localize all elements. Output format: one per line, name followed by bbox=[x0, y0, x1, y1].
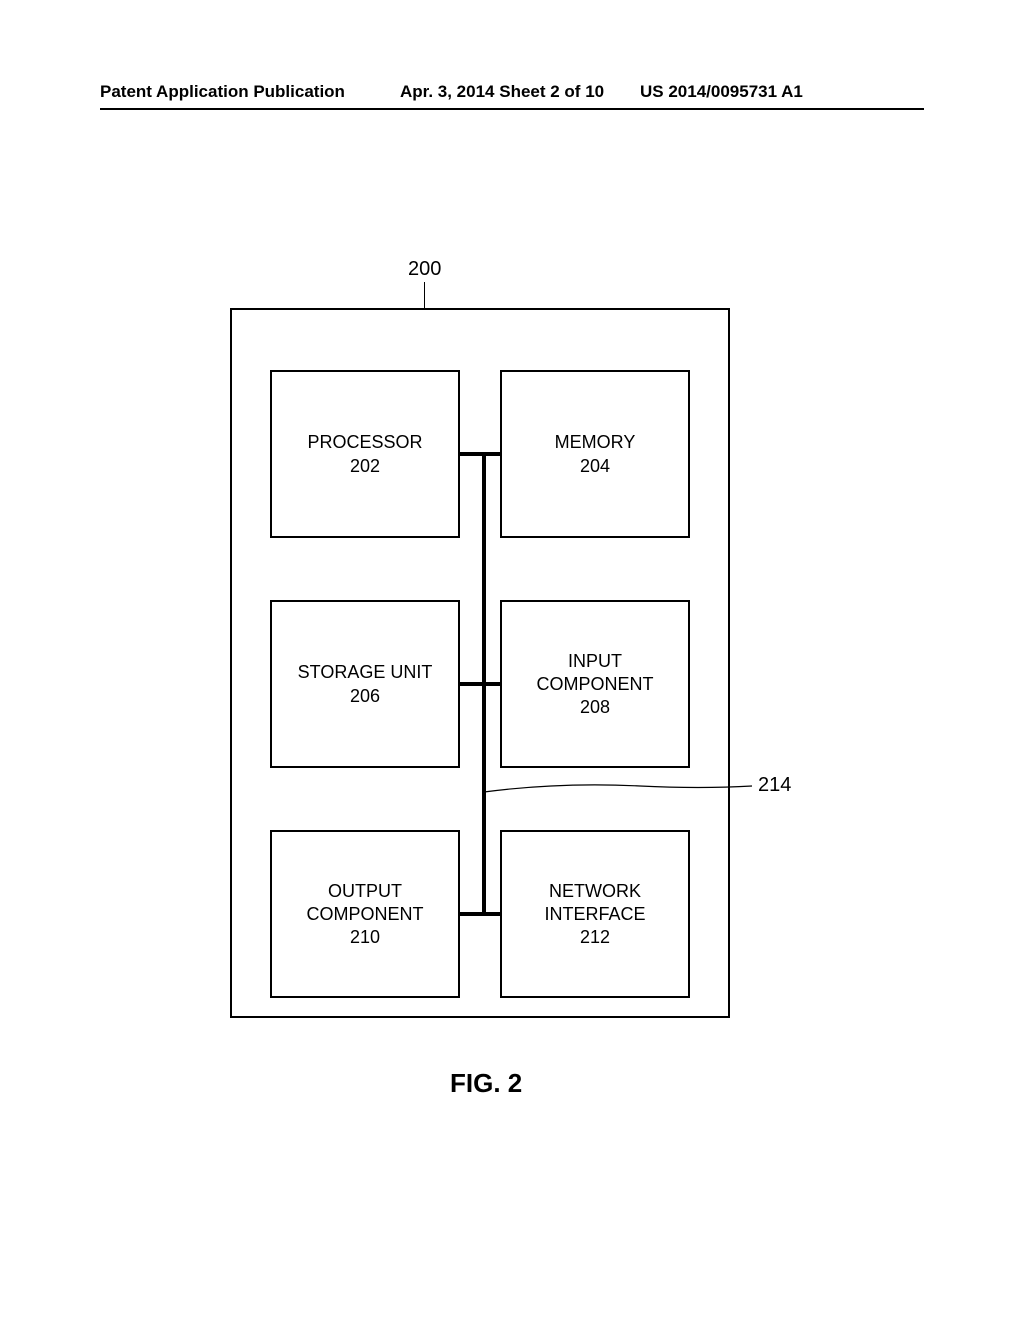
bus-ref-leader bbox=[0, 0, 1024, 1320]
bus-ref-label: 214 bbox=[758, 774, 791, 797]
figure-2-diagram: 200 PROCESSOR 202 MEMORY 204 STORAGE UNI… bbox=[0, 0, 1024, 1320]
page: Patent Application Publication Apr. 3, 2… bbox=[0, 0, 1024, 1320]
figure-caption: FIG. 2 bbox=[450, 1068, 522, 1099]
